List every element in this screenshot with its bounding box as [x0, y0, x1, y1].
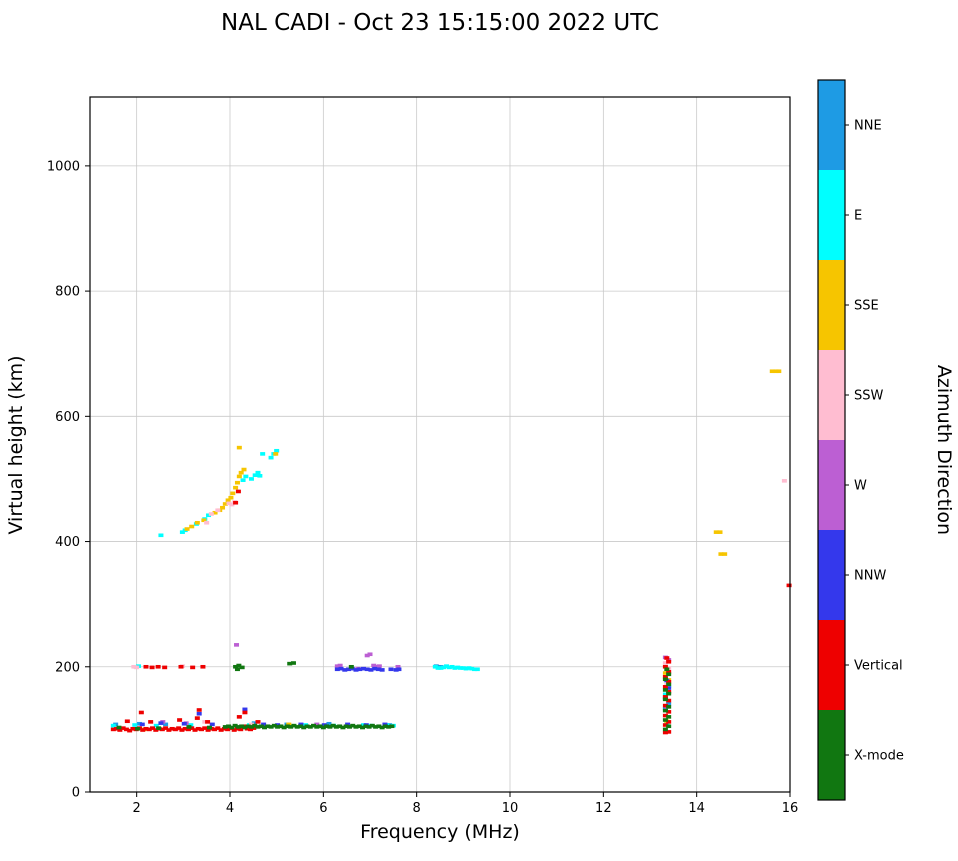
legend-swatch-SSE — [818, 260, 845, 351]
legend-label-Vertical: Vertical — [854, 659, 903, 674]
legend-label-E: E — [854, 209, 862, 224]
axis-ticks — [85, 165, 791, 797]
x-tick-label: 10 — [502, 801, 519, 816]
legend-swatch-SSW — [818, 350, 845, 441]
y-axis-label: Virtual height (km) — [5, 355, 27, 534]
legend-swatch-X-mode — [818, 710, 845, 801]
x-tick-label: 12 — [595, 801, 612, 816]
grid-lines — [90, 97, 791, 793]
legend-label-SSW: SSW — [854, 389, 884, 404]
colorbar-label: Azimuth Direction — [933, 365, 955, 535]
legend-label-W: W — [854, 479, 867, 494]
y-tick-label: 1000 — [47, 159, 80, 174]
y-tick-label: 200 — [55, 660, 80, 675]
plot-border — [89, 96, 791, 793]
series-NNW — [139, 666, 672, 727]
x-tick-label: 2 — [133, 801, 141, 816]
x-tick-label: 14 — [688, 801, 705, 816]
series-Vertical — [110, 489, 792, 735]
series-W — [160, 643, 672, 727]
x-tick-label: 6 — [319, 801, 327, 816]
legend-label-NNW: NNW — [854, 569, 886, 584]
chart-title: NAL CADI - Oct 23 15:15:00 2022 UTC — [221, 10, 659, 36]
y-tick-label: 800 — [55, 285, 80, 300]
series-SSE — [141, 369, 782, 732]
x-axis-label: Frequency (MHz) — [360, 821, 520, 843]
legend-swatch-NNE — [818, 80, 845, 171]
x-tick-label: 16 — [782, 801, 799, 816]
y-tick-label: 400 — [55, 535, 80, 550]
x-tick-label: 8 — [413, 801, 421, 816]
legend-swatch-NNW — [818, 530, 845, 621]
legend-label-SSE: SSE — [854, 299, 879, 314]
y-tick-label: 0 — [72, 786, 80, 801]
legend-label-X-mode: X-mode — [854, 749, 904, 764]
colorbar-border — [817, 79, 846, 801]
y-tick-label: 600 — [55, 410, 80, 425]
series-E — [110, 448, 672, 728]
legend-swatch-Vertical — [818, 620, 845, 711]
legend-label-NNE: NNE — [854, 119, 882, 134]
chart-layer: 2 4 6 8 10 12 14 16 0 200 400 600 800 1000 NNE E SSE SSW W… — [47, 79, 904, 816]
series-X-mode — [116, 661, 672, 732]
x-tick-label: 4 — [226, 801, 234, 816]
legend-swatch-W — [818, 440, 845, 531]
legend-swatch-E — [818, 170, 845, 261]
